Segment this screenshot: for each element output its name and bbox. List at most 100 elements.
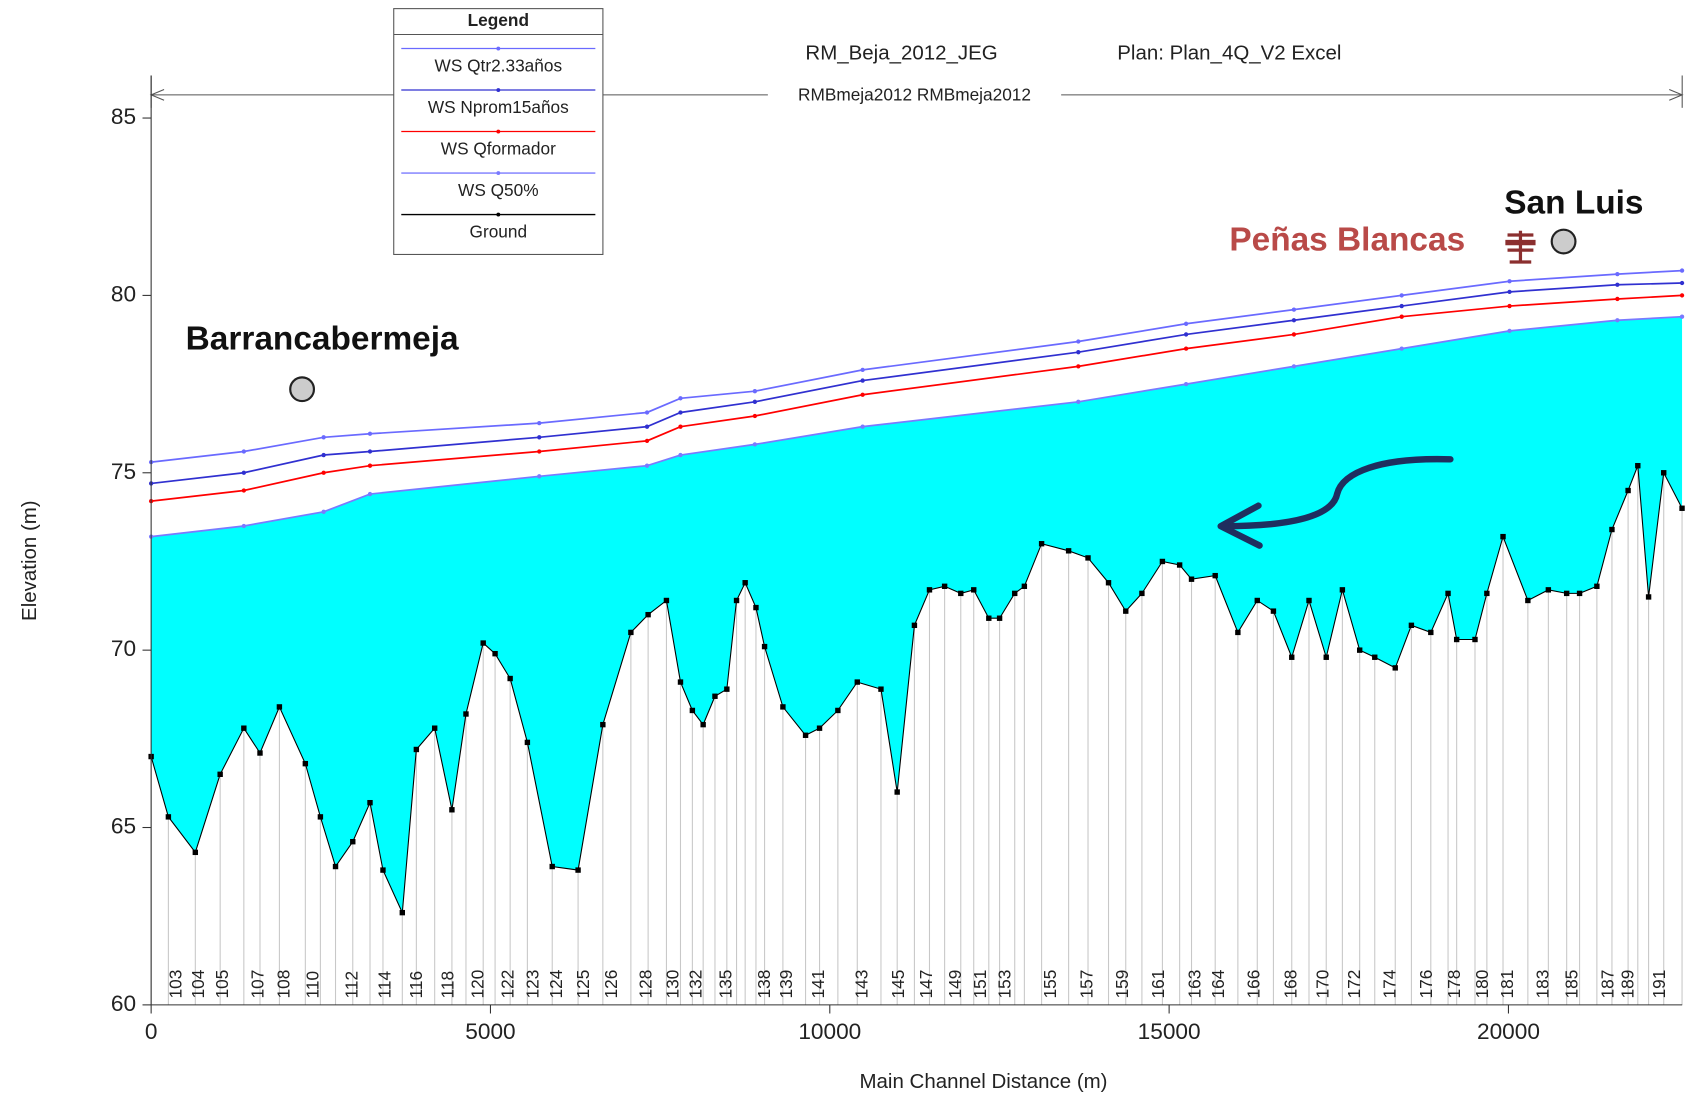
ground-point [878, 686, 884, 692]
station-label: 151 [970, 970, 990, 999]
ground-point [724, 686, 730, 692]
station-label: 180 [1472, 970, 1492, 999]
ws-marker [1679, 293, 1685, 298]
ws-line [151, 269, 1683, 463]
ground-point [986, 615, 992, 621]
legend-marker [496, 212, 501, 217]
ws-marker [1183, 332, 1189, 337]
y-tick-label: 70 [111, 636, 136, 661]
ground-point [926, 587, 933, 593]
subtitle-bg [767, 84, 1062, 106]
station-label: 143 [851, 970, 871, 999]
ground-point [1594, 583, 1600, 589]
ws-marker [1679, 268, 1685, 273]
plot-area: 103 104 105 107 108 110 112 114 116 118 120 122 123 1… [148, 268, 1685, 1005]
ws-marker [1679, 280, 1685, 286]
station-label: 120 [467, 970, 487, 999]
ground-point [1306, 597, 1312, 604]
ws-marker [860, 367, 865, 373]
station-label: 178 [1444, 970, 1464, 999]
station-label: 172 [1344, 970, 1364, 999]
ws-marker [1183, 381, 1189, 387]
ground-point [1235, 629, 1241, 636]
legend-label: WS Q50% [458, 180, 539, 200]
ws-marker [1615, 271, 1620, 277]
ws-marker [1076, 350, 1081, 355]
ground-point [367, 799, 373, 806]
ground-point [854, 679, 860, 685]
ws-marker [1615, 296, 1620, 302]
station-label: 191 [1649, 970, 1669, 999]
ws-marker [367, 449, 373, 454]
station-label: 116 [406, 971, 426, 999]
ground-point [780, 704, 786, 710]
annotation: Barrancabermeja [186, 321, 459, 358]
ground-point [941, 583, 948, 589]
station-label: 108 [273, 970, 293, 999]
legend-marker [496, 46, 501, 51]
ground-point [971, 587, 977, 593]
ground-point [507, 675, 513, 682]
station-label: 149 [945, 970, 965, 999]
ws-marker [1076, 339, 1081, 344]
ground-point [1065, 548, 1072, 554]
x-tick-label: 15000 [1138, 1019, 1201, 1044]
station-label: 159 [1112, 970, 1132, 999]
y-tick-label: 80 [111, 281, 136, 306]
station-label: 145 [888, 970, 908, 999]
ground-point [1012, 590, 1018, 597]
flow-arrow [1220, 455, 1454, 530]
ground-point [663, 597, 670, 604]
ground-point [1545, 587, 1552, 593]
ground-point [1525, 597, 1531, 604]
ws-marker [860, 378, 865, 383]
ws-marker [1399, 346, 1404, 351]
ws-marker [644, 424, 650, 429]
ground-point [1408, 622, 1415, 629]
station-label: 147 [916, 970, 936, 999]
ground-point [302, 760, 309, 767]
legend-marker [496, 88, 501, 92]
plan-label: Plan: Plan_4Q_V2 Excel [1117, 41, 1341, 64]
ground-point [911, 622, 918, 629]
ground-point [753, 604, 759, 611]
ground-point [712, 693, 718, 699]
station-label: 104 [188, 969, 208, 998]
station-label: 126 [601, 970, 621, 999]
station-label: 122 [498, 970, 518, 999]
station-label: 166 [1244, 970, 1264, 999]
ground-point [1085, 555, 1091, 561]
x-tick-label: 0 [145, 1019, 158, 1044]
y-tick-label: 60 [111, 991, 136, 1016]
station-label: 138 [754, 970, 774, 999]
station-label: 103 [166, 970, 186, 999]
ws-marker [644, 463, 650, 468]
ws-marker [537, 420, 542, 426]
ground-point [600, 721, 606, 728]
station-label: 105 [212, 970, 232, 999]
ground-point [1453, 636, 1460, 643]
y-tick-label: 65 [111, 813, 136, 838]
ws-marker [1076, 364, 1081, 369]
y-tick-label: 75 [111, 459, 136, 484]
ground-point [241, 725, 247, 731]
ws-marker [1291, 318, 1297, 323]
ground-point [1339, 587, 1346, 593]
ground-point [1563, 590, 1570, 597]
ground-point [1212, 572, 1218, 579]
ground-point [742, 580, 748, 586]
ground-point [1176, 562, 1183, 568]
ground-point [1139, 590, 1145, 597]
ground-point [449, 807, 455, 813]
ground-point [276, 704, 283, 710]
ground-point [463, 711, 469, 717]
ground-point [689, 707, 696, 714]
station-label: 112 [341, 971, 361, 999]
ws-marker [1399, 303, 1404, 309]
ground-point [1123, 608, 1129, 614]
ground-point [835, 707, 841, 714]
ground-point [1289, 654, 1295, 660]
ws-marker [1183, 346, 1189, 351]
station-label: 125 [573, 970, 593, 999]
